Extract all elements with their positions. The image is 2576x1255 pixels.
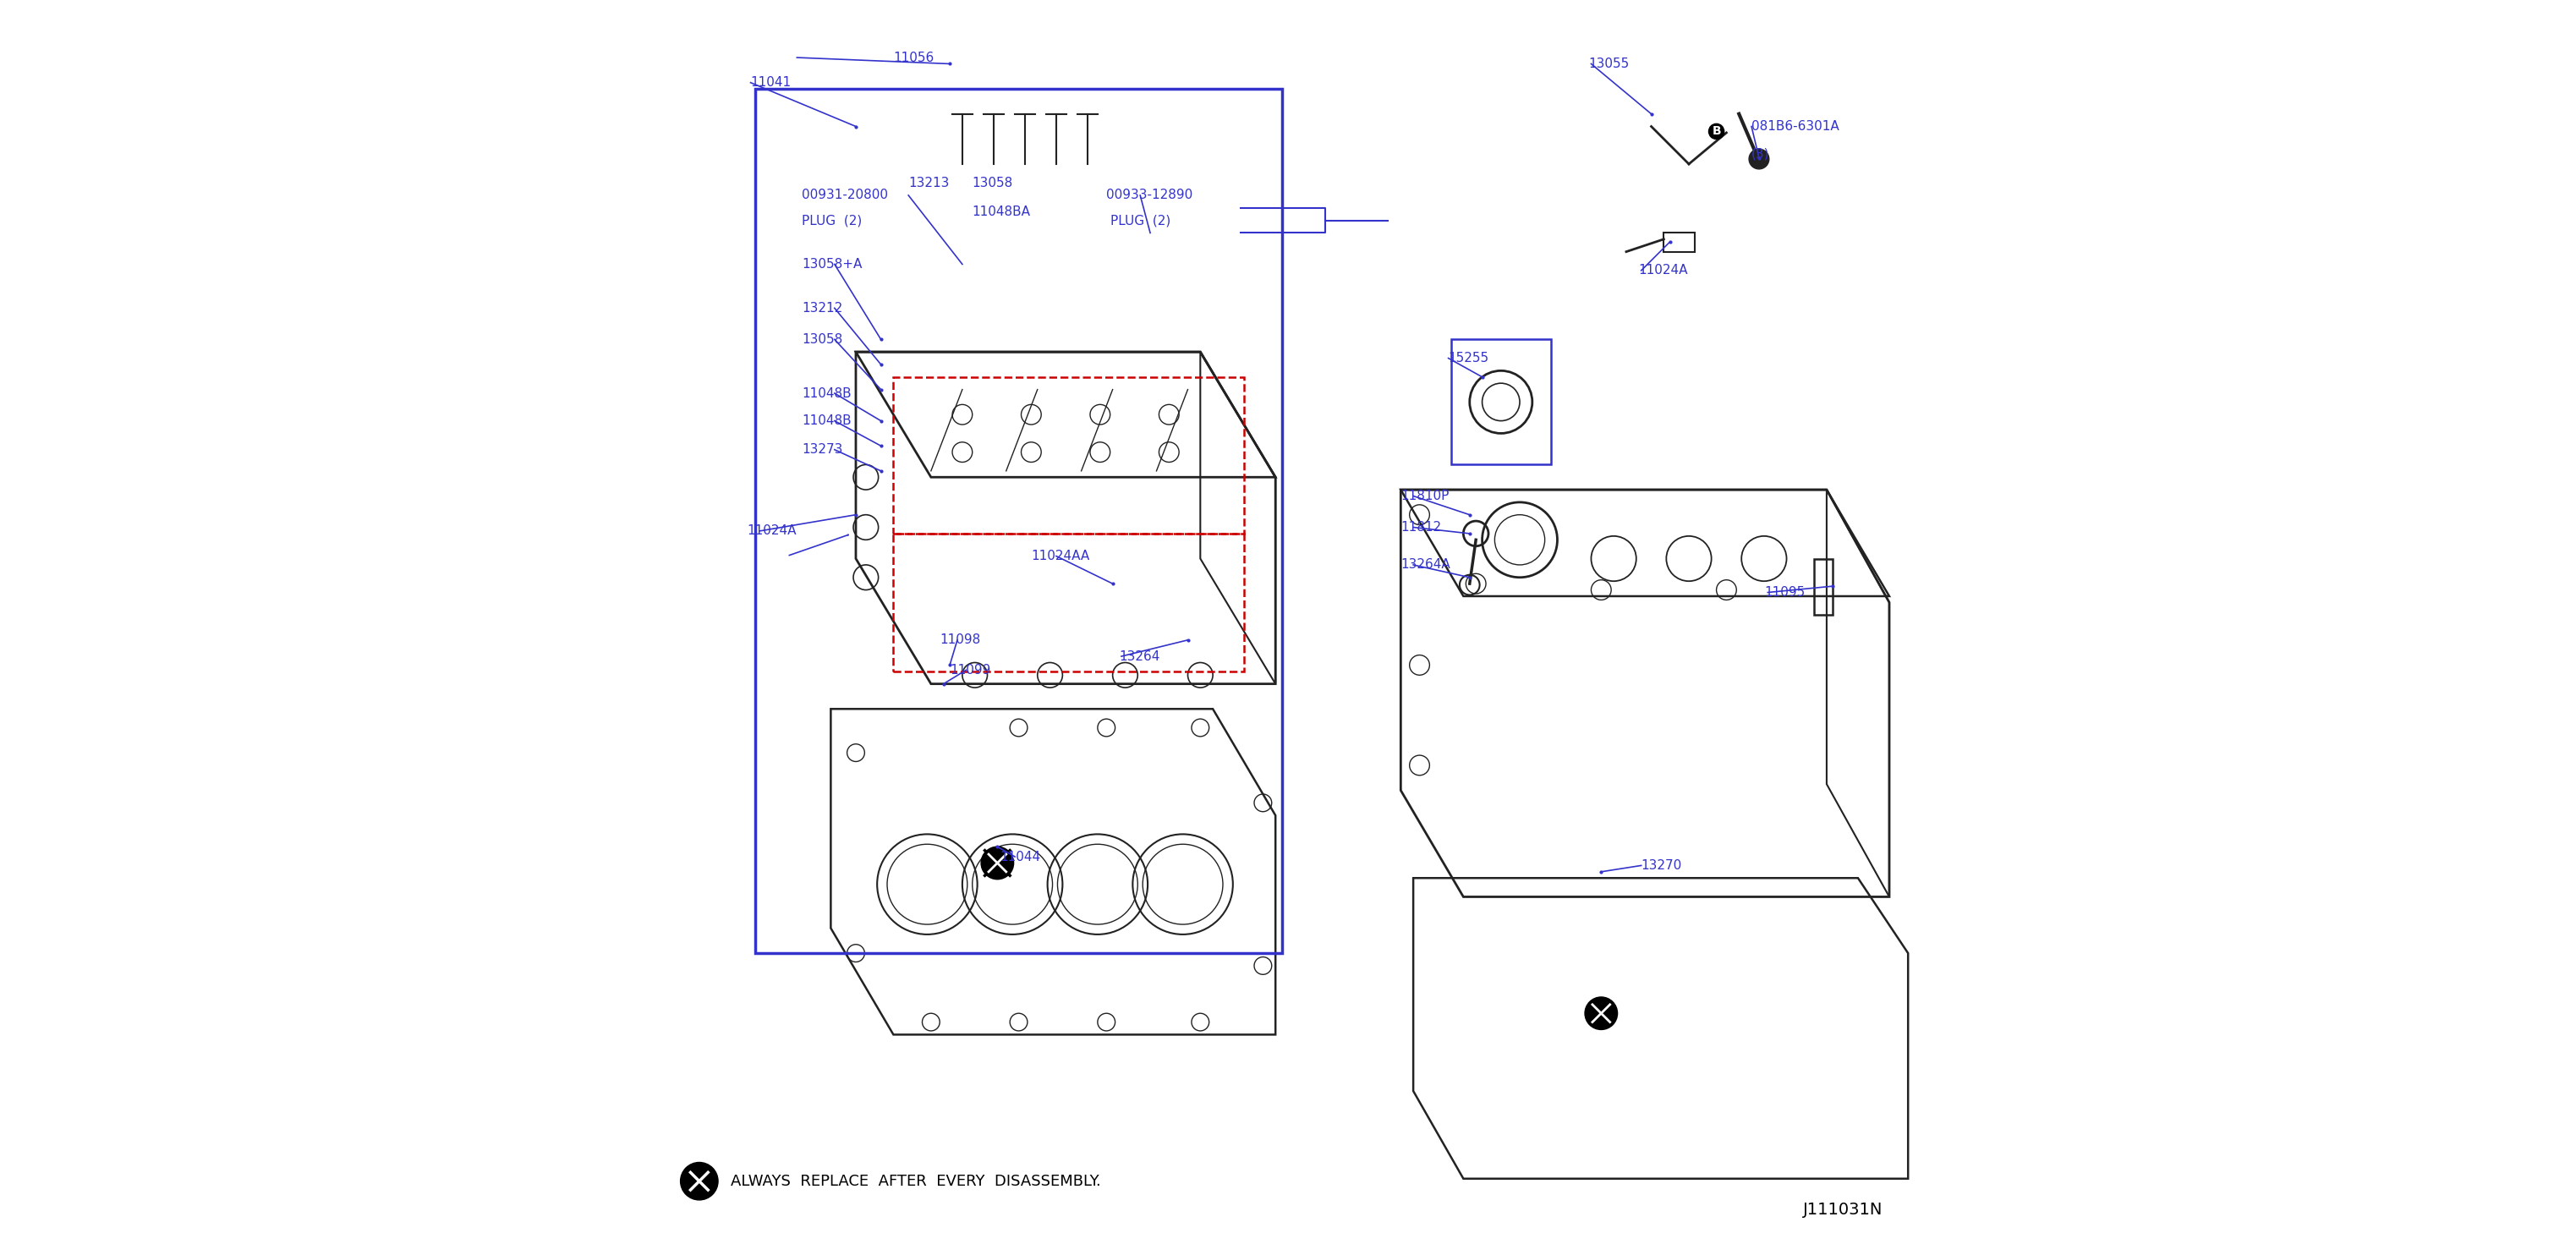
Text: 00931-20800: 00931-20800 — [801, 190, 889, 202]
Text: 15255: 15255 — [1448, 351, 1489, 364]
Text: 11095: 11095 — [1765, 586, 1806, 599]
Bar — [894, 376, 1244, 533]
Text: 13213: 13213 — [909, 177, 951, 190]
FancyArrowPatch shape — [788, 535, 848, 555]
Text: 11024A: 11024A — [1638, 264, 1687, 277]
Text: (3): (3) — [1752, 148, 1770, 161]
Bar — [1664, 233, 1695, 252]
Text: 00933-12890: 00933-12890 — [1105, 190, 1193, 202]
Text: 11812: 11812 — [1401, 521, 1443, 533]
Text: 11044: 11044 — [999, 851, 1041, 863]
Bar — [894, 533, 1244, 671]
Text: 11810P: 11810P — [1401, 489, 1450, 502]
Text: 13270: 13270 — [1641, 860, 1682, 872]
Text: 11056: 11056 — [894, 51, 935, 64]
Circle shape — [1749, 149, 1770, 169]
Text: 081B6-6301A: 081B6-6301A — [1752, 120, 1839, 133]
Text: 11098: 11098 — [940, 634, 981, 646]
Bar — [1814, 558, 1834, 615]
Text: 13058: 13058 — [971, 177, 1012, 190]
Text: 13264: 13264 — [1118, 650, 1159, 663]
Text: 13273: 13273 — [801, 443, 842, 456]
Text: 13058: 13058 — [801, 333, 842, 345]
Text: J111031N: J111031N — [1803, 1202, 1883, 1219]
Text: 13055: 13055 — [1589, 58, 1631, 70]
Text: 11099: 11099 — [951, 664, 992, 676]
Text: 13212: 13212 — [801, 301, 842, 315]
Bar — [755, 89, 1283, 954]
Text: 11048B: 11048B — [801, 414, 853, 427]
Circle shape — [680, 1162, 719, 1200]
Text: PLUG  (2): PLUG (2) — [1110, 215, 1170, 227]
Text: 11048BA: 11048BA — [971, 206, 1030, 218]
Text: B: B — [1713, 126, 1721, 137]
Text: 11041: 11041 — [750, 77, 791, 89]
Text: 11024A: 11024A — [747, 525, 796, 537]
Text: 11048B: 11048B — [801, 387, 853, 399]
Text: 13264A: 13264A — [1401, 558, 1450, 571]
Text: ALWAYS  REPLACE  AFTER  EVERY  DISASSEMBLY.: ALWAYS REPLACE AFTER EVERY DISASSEMBLY. — [732, 1173, 1100, 1188]
Circle shape — [981, 847, 1015, 880]
Bar — [1450, 339, 1551, 464]
Text: 11024AA: 11024AA — [1030, 550, 1090, 562]
Text: 13058+A: 13058+A — [801, 257, 863, 271]
Circle shape — [1584, 996, 1618, 1029]
Text: PLUG  (2): PLUG (2) — [801, 215, 863, 227]
